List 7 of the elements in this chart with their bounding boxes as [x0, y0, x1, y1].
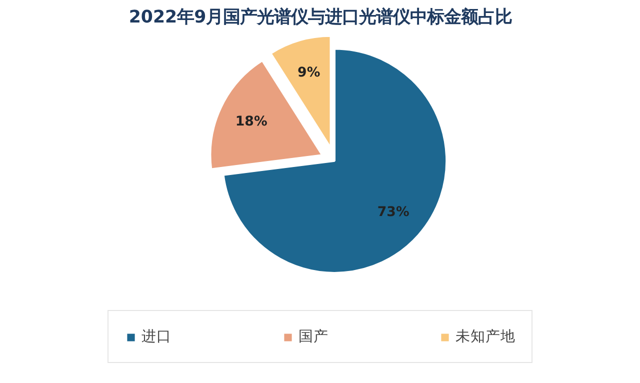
data-label: 73% [377, 205, 410, 220]
chart-title: 2022年9月国产光谱仪与进口光谱仪中标金额占比 [128, 8, 512, 28]
legend-label: 进口 [142, 327, 172, 346]
data-label: 9% [298, 65, 320, 80]
legend-label: 未知产地 [456, 327, 516, 346]
data-label: 18% [235, 114, 268, 130]
legend-label: 国产 [298, 327, 328, 346]
